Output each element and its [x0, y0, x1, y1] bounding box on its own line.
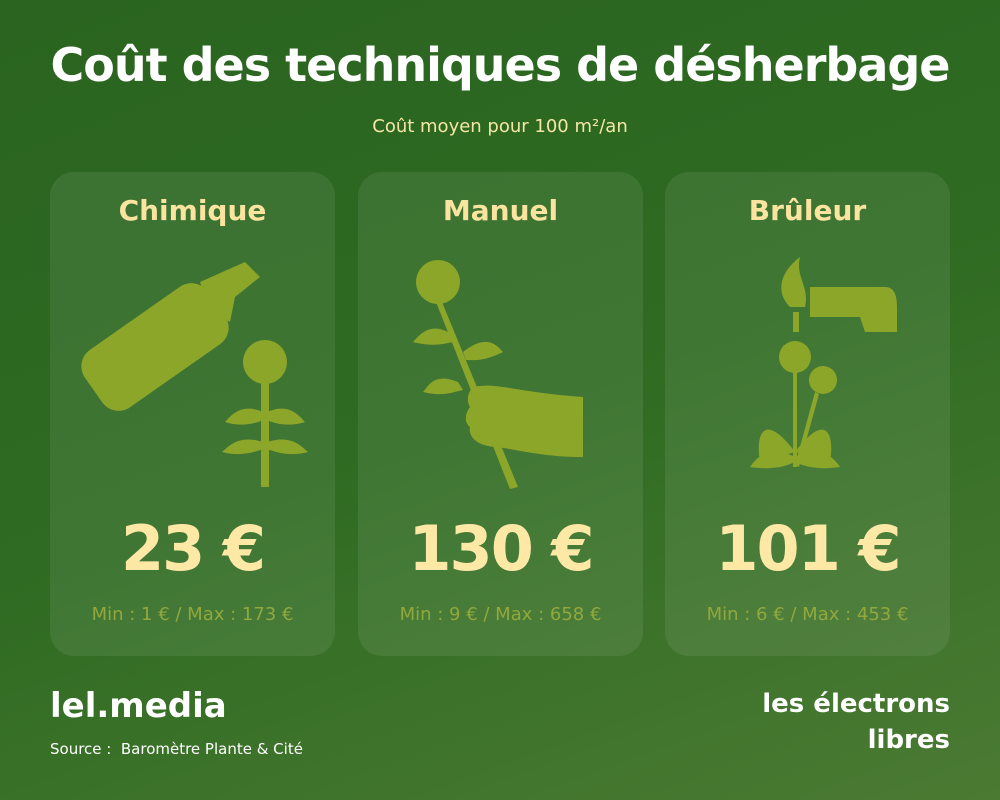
price-range: Min : 1 € / Max : 173 €: [91, 604, 294, 625]
title: Coût des techniques de désherbage: [50, 38, 951, 92]
source: Source : Baromètre Plante & Cité: [50, 740, 303, 758]
card-title: Brûleur: [748, 194, 867, 227]
card: Chimique 23 € Min : 1 € / Max : 173 €: [50, 172, 335, 656]
logo-line: libres: [867, 725, 950, 755]
price: 130 €: [408, 512, 594, 585]
card: Brûleur 101 € Min : 6 € / Max : 453 €: [665, 172, 950, 656]
logo: les électrons libres: [762, 686, 950, 758]
spray-icon: [81, 262, 308, 487]
brand: lel.media: [50, 686, 227, 726]
price-range: Min : 6 € / Max : 453 €: [706, 604, 909, 625]
logo-line: les électrons: [762, 689, 950, 719]
hand-flower-icon: [413, 260, 583, 489]
subtitle: Coût moyen pour 100 m²/an: [372, 116, 628, 137]
price: 23 €: [120, 512, 266, 585]
price-range: Min : 9 € / Max : 658 €: [399, 604, 602, 625]
card-title: Manuel: [442, 194, 559, 227]
card-title: Chimique: [118, 194, 267, 227]
card: Manuel 130 € Min : 9 € / Max : 658 €: [358, 172, 643, 656]
burner-icon: [750, 257, 897, 469]
price: 101 €: [715, 512, 901, 585]
